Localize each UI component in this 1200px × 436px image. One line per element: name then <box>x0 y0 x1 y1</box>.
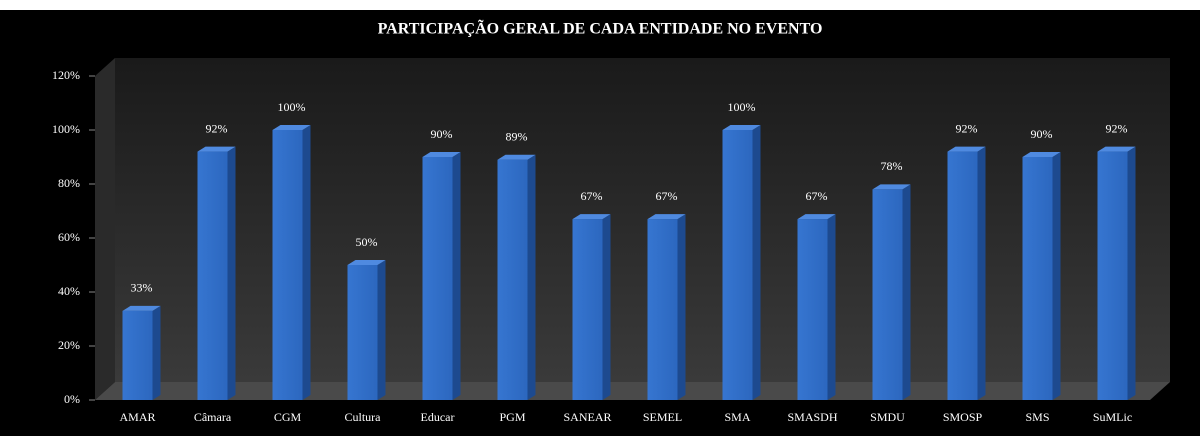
y-tick-label: 20% <box>58 338 80 352</box>
y-tick-label: 120% <box>52 68 80 82</box>
bar-top <box>797 214 836 220</box>
value-label: 89% <box>506 129 528 143</box>
bar-top <box>497 154 536 160</box>
bar-shade <box>197 151 228 400</box>
x-tick-label: AMAR <box>119 410 155 424</box>
bar-shade <box>1097 151 1128 400</box>
value-label: 33% <box>131 281 153 295</box>
x-tick-label: Educar <box>421 410 455 424</box>
x-tick-label: PGM <box>499 410 525 424</box>
bar <box>797 214 836 400</box>
bar-side <box>227 146 236 400</box>
bar <box>1097 146 1136 400</box>
bar-top <box>1097 146 1136 152</box>
x-tick-label: SMDU <box>870 410 905 424</box>
value-label: 67% <box>806 189 828 203</box>
bar-side <box>452 152 461 400</box>
floor <box>95 382 1170 400</box>
bar-shade <box>1022 157 1053 400</box>
bar <box>1022 152 1061 400</box>
bar <box>722 125 761 400</box>
bar-shade <box>572 219 603 400</box>
y-tick-label: 40% <box>58 284 80 298</box>
value-label: 50% <box>356 235 378 249</box>
y-tick-label: 80% <box>58 176 80 190</box>
x-tick-label: Câmara <box>194 410 232 424</box>
bar-top <box>647 214 686 220</box>
y-tick-label: 60% <box>58 230 80 244</box>
value-label: 100% <box>728 100 756 114</box>
bar-shade <box>947 151 978 400</box>
bar-side <box>527 154 536 400</box>
x-tick-label: CGM <box>274 410 302 424</box>
bar-top <box>872 184 911 190</box>
bar-top <box>122 305 161 311</box>
bar <box>872 184 911 400</box>
bar-side <box>827 214 836 400</box>
bar-top <box>572 214 611 220</box>
value-label: 92% <box>956 121 978 135</box>
bar <box>422 152 461 400</box>
x-tick-label: Cultura <box>345 410 382 424</box>
bar-shade <box>347 265 378 400</box>
x-tick-label: SANEAR <box>563 410 611 424</box>
bar-shade <box>122 310 153 400</box>
bar <box>122 305 161 400</box>
bar <box>572 214 611 400</box>
value-label: 92% <box>206 121 228 135</box>
x-tick-label: SMS <box>1025 410 1049 424</box>
bar-top <box>947 146 986 152</box>
bar <box>647 214 686 400</box>
bar-shade <box>722 130 753 400</box>
bar-shade <box>797 219 828 400</box>
bar-shade <box>422 157 453 400</box>
bar-top <box>347 260 386 265</box>
value-label: 100% <box>278 100 306 114</box>
bar-side <box>1127 146 1136 400</box>
bar-side <box>602 214 611 400</box>
bar-shade <box>272 130 303 400</box>
bar-side <box>377 260 386 400</box>
x-tick-label: SMOSP <box>943 410 983 424</box>
bar-top <box>197 146 236 152</box>
x-tick-label: SEMEL <box>643 410 682 424</box>
bar-side <box>1052 152 1061 400</box>
x-tick-label: SMASDH <box>787 410 837 424</box>
bar <box>272 125 311 400</box>
value-label: 92% <box>1106 121 1128 135</box>
bar-side <box>677 214 686 400</box>
bar-side <box>752 125 761 400</box>
x-tick-label: SMA <box>724 410 750 424</box>
bar <box>197 146 236 400</box>
bar <box>497 154 536 400</box>
bar-side <box>902 184 911 400</box>
bar <box>947 146 986 400</box>
side-wall <box>95 58 115 400</box>
bar-shade <box>497 159 528 400</box>
value-label: 90% <box>431 127 453 141</box>
bar-top <box>422 152 461 157</box>
bar-side <box>302 125 311 400</box>
chart-title: PARTICIPAÇÃO GERAL DE CADA ENTIDADE NO E… <box>378 19 823 38</box>
bar-shade <box>872 189 903 400</box>
y-tick-label: 100% <box>52 122 80 136</box>
bar-top <box>722 125 761 130</box>
value-label: 90% <box>1031 127 1053 141</box>
value-label: 78% <box>881 159 903 173</box>
x-tick-label: SuMLic <box>1093 410 1132 424</box>
bar-top <box>1022 152 1061 157</box>
y-tick-label: 0% <box>64 392 80 406</box>
value-label: 67% <box>656 189 678 203</box>
bar-shade <box>647 219 678 400</box>
bar-top <box>272 125 311 130</box>
bar-side <box>977 146 986 400</box>
value-label: 67% <box>581 189 603 203</box>
bar <box>347 260 386 400</box>
bar-side <box>152 305 161 400</box>
